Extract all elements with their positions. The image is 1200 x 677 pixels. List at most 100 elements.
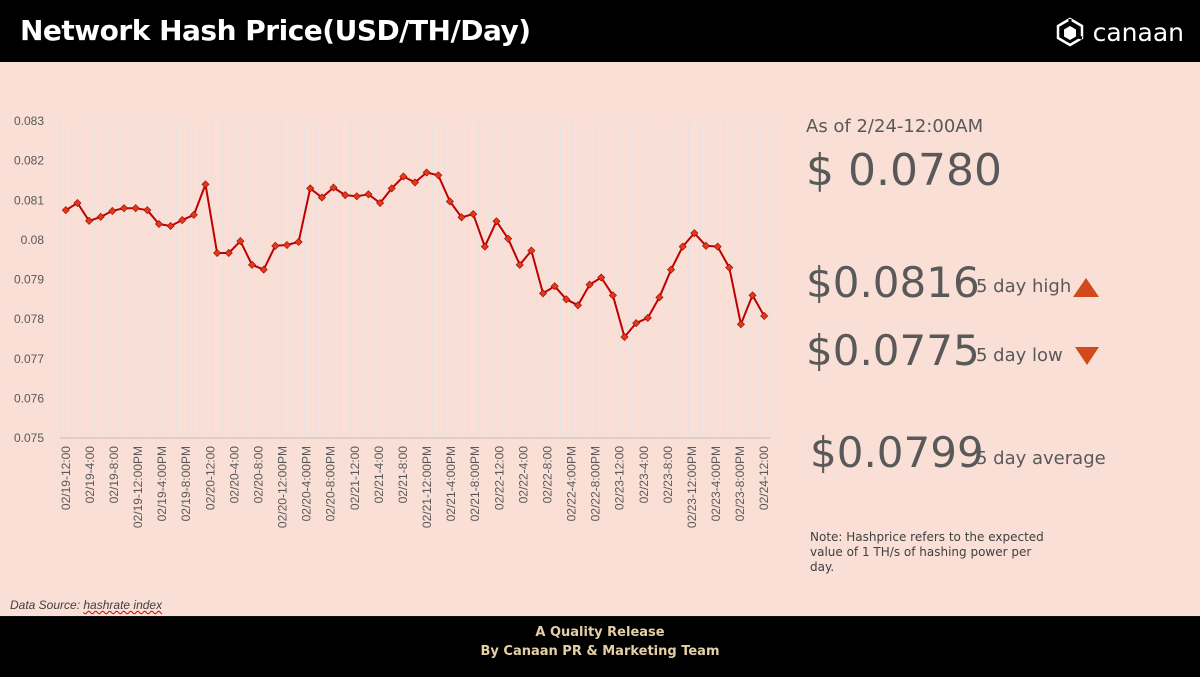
data-source: Data Source: hashrate index bbox=[10, 598, 162, 612]
x-tick-label: 02/22-12:00 bbox=[492, 446, 506, 510]
data-point bbox=[620, 332, 629, 341]
data-point bbox=[422, 168, 431, 177]
data-point bbox=[61, 206, 70, 215]
five-day-high-value: $0.0816 bbox=[806, 258, 980, 307]
y-tick-label: 0.083 bbox=[14, 114, 44, 128]
data-point bbox=[480, 242, 489, 251]
x-tick-label: 02/19-12:00PM bbox=[131, 446, 145, 528]
data-point bbox=[119, 204, 129, 213]
data-point bbox=[632, 319, 641, 328]
data-point bbox=[154, 220, 163, 229]
data-point bbox=[678, 242, 687, 251]
x-tick-label: 02/23-12:00PM bbox=[685, 446, 699, 528]
data-point bbox=[667, 265, 676, 274]
data-point bbox=[725, 263, 734, 272]
data-point bbox=[178, 216, 187, 225]
data-point bbox=[271, 241, 280, 250]
data-point bbox=[236, 237, 245, 246]
x-tick-label: 02/21-12:00 bbox=[348, 446, 362, 510]
data-point bbox=[306, 184, 315, 193]
current-price: $ 0.0780 bbox=[806, 145, 1002, 196]
data-point bbox=[282, 241, 291, 250]
five-day-low-value: $0.0775 bbox=[806, 326, 980, 375]
data-point bbox=[469, 210, 478, 219]
y-tick-label: 0.081 bbox=[14, 193, 44, 207]
data-point bbox=[213, 248, 222, 257]
y-tick-label: 0.082 bbox=[14, 154, 44, 168]
data-point bbox=[608, 291, 617, 300]
data-point bbox=[445, 197, 454, 206]
data-point bbox=[108, 206, 117, 215]
data-point bbox=[96, 212, 105, 221]
x-tick-label: 02/20-8:00 bbox=[251, 446, 265, 504]
y-tick-label: 0.076 bbox=[14, 391, 44, 405]
x-tick-label: 02/21-4:00 bbox=[372, 446, 386, 504]
data-point bbox=[504, 234, 513, 243]
x-tick-label: 02/23-8:00 bbox=[661, 446, 675, 504]
data-point bbox=[643, 313, 652, 322]
y-tick-label: 0.075 bbox=[14, 431, 44, 445]
data-point bbox=[259, 265, 268, 274]
x-tick-label: 02/19-8:00PM bbox=[179, 446, 193, 521]
x-tick-label: 02/23-4:00 bbox=[637, 446, 651, 504]
series-line bbox=[65, 171, 766, 338]
data-point bbox=[748, 291, 757, 300]
data-point bbox=[690, 229, 699, 238]
data-point bbox=[760, 311, 769, 320]
data-point bbox=[399, 172, 408, 181]
data-point bbox=[585, 280, 594, 289]
y-tick-label: 0.077 bbox=[14, 352, 44, 366]
footer-bar: A Quality Release By Canaan PR & Marketi… bbox=[0, 617, 1200, 677]
as-of-timestamp: As of 2/24-12:00AM bbox=[806, 116, 984, 137]
x-tick-label: 02/22-4:00 bbox=[516, 446, 530, 504]
data-point bbox=[248, 260, 257, 269]
x-tick-label: 02/23-8:00PM bbox=[733, 446, 747, 521]
five-day-low-label: 5 day low bbox=[976, 345, 1063, 366]
data-point bbox=[562, 295, 571, 304]
data-point bbox=[515, 260, 524, 269]
data-point bbox=[527, 246, 536, 255]
data-point bbox=[73, 198, 82, 208]
data-point bbox=[352, 192, 361, 201]
data-point bbox=[597, 273, 606, 282]
data-point bbox=[387, 184, 396, 193]
footer-line-1: A Quality Release bbox=[535, 625, 665, 640]
x-tick-label: 02/23-12:00 bbox=[613, 446, 627, 510]
data-point bbox=[189, 210, 198, 219]
x-tick-label: 02/19-4:00PM bbox=[155, 446, 169, 521]
data-point bbox=[85, 216, 94, 225]
data-source-prefix: Data Source: bbox=[10, 598, 84, 612]
data-point bbox=[434, 171, 443, 180]
data-point bbox=[539, 289, 548, 298]
data-point bbox=[550, 282, 559, 291]
data-source-name: hashrate index bbox=[83, 598, 163, 612]
x-tick-label: 02/20-12:00 bbox=[203, 446, 217, 510]
triangle-down-icon bbox=[1075, 347, 1099, 365]
data-point bbox=[376, 198, 385, 208]
data-point bbox=[736, 320, 745, 329]
data-point bbox=[457, 213, 466, 222]
footer-line-2: By Canaan PR & Marketing Team bbox=[480, 644, 720, 659]
five-day-average-value: $0.0799 bbox=[810, 428, 984, 477]
data-point bbox=[573, 301, 582, 310]
data-point bbox=[655, 293, 664, 302]
y-tick-label: 0.078 bbox=[14, 312, 44, 326]
x-tick-label: 02/20-12:00PM bbox=[276, 446, 290, 528]
x-tick-label: 02/22-8:00 bbox=[540, 446, 554, 504]
five-day-average-label: 5 day average bbox=[976, 448, 1106, 469]
canaan-logo: canaan bbox=[1055, 16, 1184, 48]
y-tick-label: 0.08 bbox=[21, 233, 45, 247]
data-point bbox=[713, 242, 722, 251]
header-bar: Network Hash Price(USD/TH/Day) canaan bbox=[0, 0, 1200, 62]
data-point bbox=[317, 193, 326, 202]
data-point bbox=[201, 180, 210, 189]
x-tick-label: 02/19-8:00 bbox=[107, 446, 121, 504]
x-tick-label: 02/20-4:00PM bbox=[300, 446, 314, 521]
canaan-logo-icon bbox=[1056, 17, 1083, 47]
x-tick-label: 02/19-4:00 bbox=[83, 446, 97, 504]
hash-price-line-chart: 0.075 0.076 0.077 0.078 0.079 0.08 0.081 0.082 0… bbox=[14, 114, 771, 528]
data-point bbox=[341, 191, 350, 200]
triangle-up-icon bbox=[1073, 278, 1099, 297]
x-tick-label: 02/19-12:00 bbox=[59, 446, 73, 510]
data-point bbox=[329, 183, 338, 192]
